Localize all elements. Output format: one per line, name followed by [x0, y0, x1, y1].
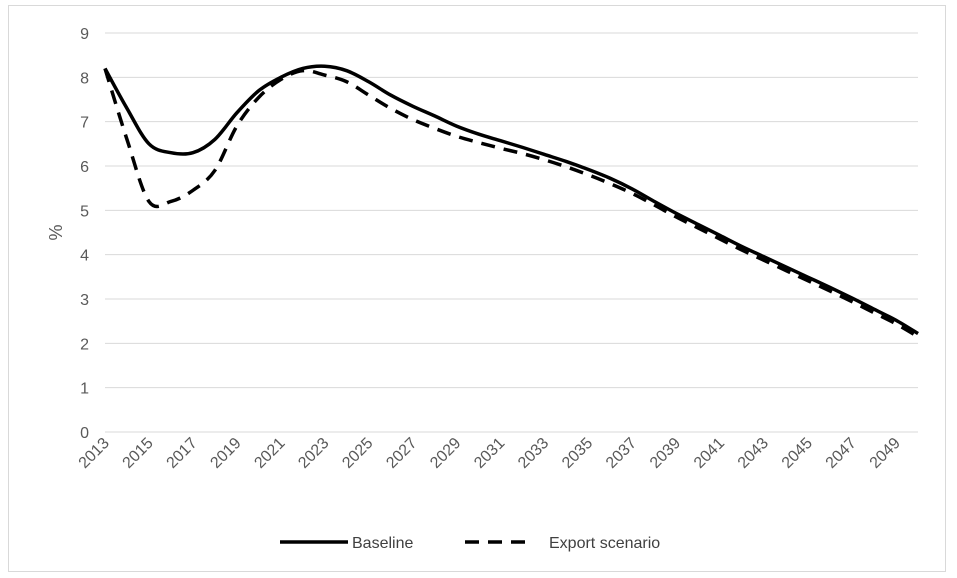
y-axis-ticks: 0 1 2 3 4 5 6 7 8 9: [80, 26, 89, 442]
y-tick-label: 4: [80, 248, 89, 265]
legend: Baseline Export scenario: [280, 535, 660, 552]
gridlines: [105, 32, 918, 389]
x-tick-label: 2045: [779, 435, 816, 472]
y-tick-label: 2: [80, 336, 89, 353]
y-tick-label: 7: [80, 115, 89, 132]
legend-label: Export scenario: [549, 535, 660, 552]
x-tick-label: 2015: [120, 435, 157, 472]
x-tick-label: 2041: [691, 435, 728, 472]
x-tick-label: 2035: [559, 435, 596, 472]
legend-label: Baseline: [352, 535, 413, 552]
x-tick-label: 2027: [383, 435, 420, 472]
x-tick-label: 2047: [823, 435, 860, 472]
chart-frame: [8, 5, 946, 572]
series-lines: [103, 64, 919, 339]
x-tick-label: 2021: [251, 435, 288, 472]
x-axis-ticks: 2013 2015 2017 2019 2021 2023 2025 2027 2029 2031…: [76, 435, 904, 472]
x-tick-label: 2029: [427, 435, 464, 472]
series-line-export-scenario: [103, 67, 919, 339]
x-tick-label: 2043: [735, 435, 772, 472]
x-tick-label: 2039: [647, 435, 684, 472]
x-tick-label: 2023: [295, 435, 332, 472]
y-tick-label: 9: [80, 26, 89, 43]
y-tick-label: 3: [80, 292, 89, 309]
x-tick-label: 2033: [515, 435, 552, 472]
y-tick-label: 6: [80, 159, 89, 176]
y-tick-label: 8: [80, 70, 89, 87]
x-tick-label: 2049: [867, 435, 904, 472]
y-tick-label: 5: [80, 203, 89, 220]
x-tick-label: 2031: [471, 435, 508, 472]
y-tick-label: 1: [80, 381, 89, 398]
series-line-baseline: [103, 64, 919, 336]
y-axis-label: %: [46, 224, 66, 240]
y-tick-label: 0: [80, 425, 89, 442]
x-tick-label: 2017: [164, 435, 201, 472]
x-tick-label: 2025: [339, 435, 376, 472]
x-tick-label: 2019: [207, 435, 244, 472]
x-tick-label: 2037: [603, 435, 640, 472]
